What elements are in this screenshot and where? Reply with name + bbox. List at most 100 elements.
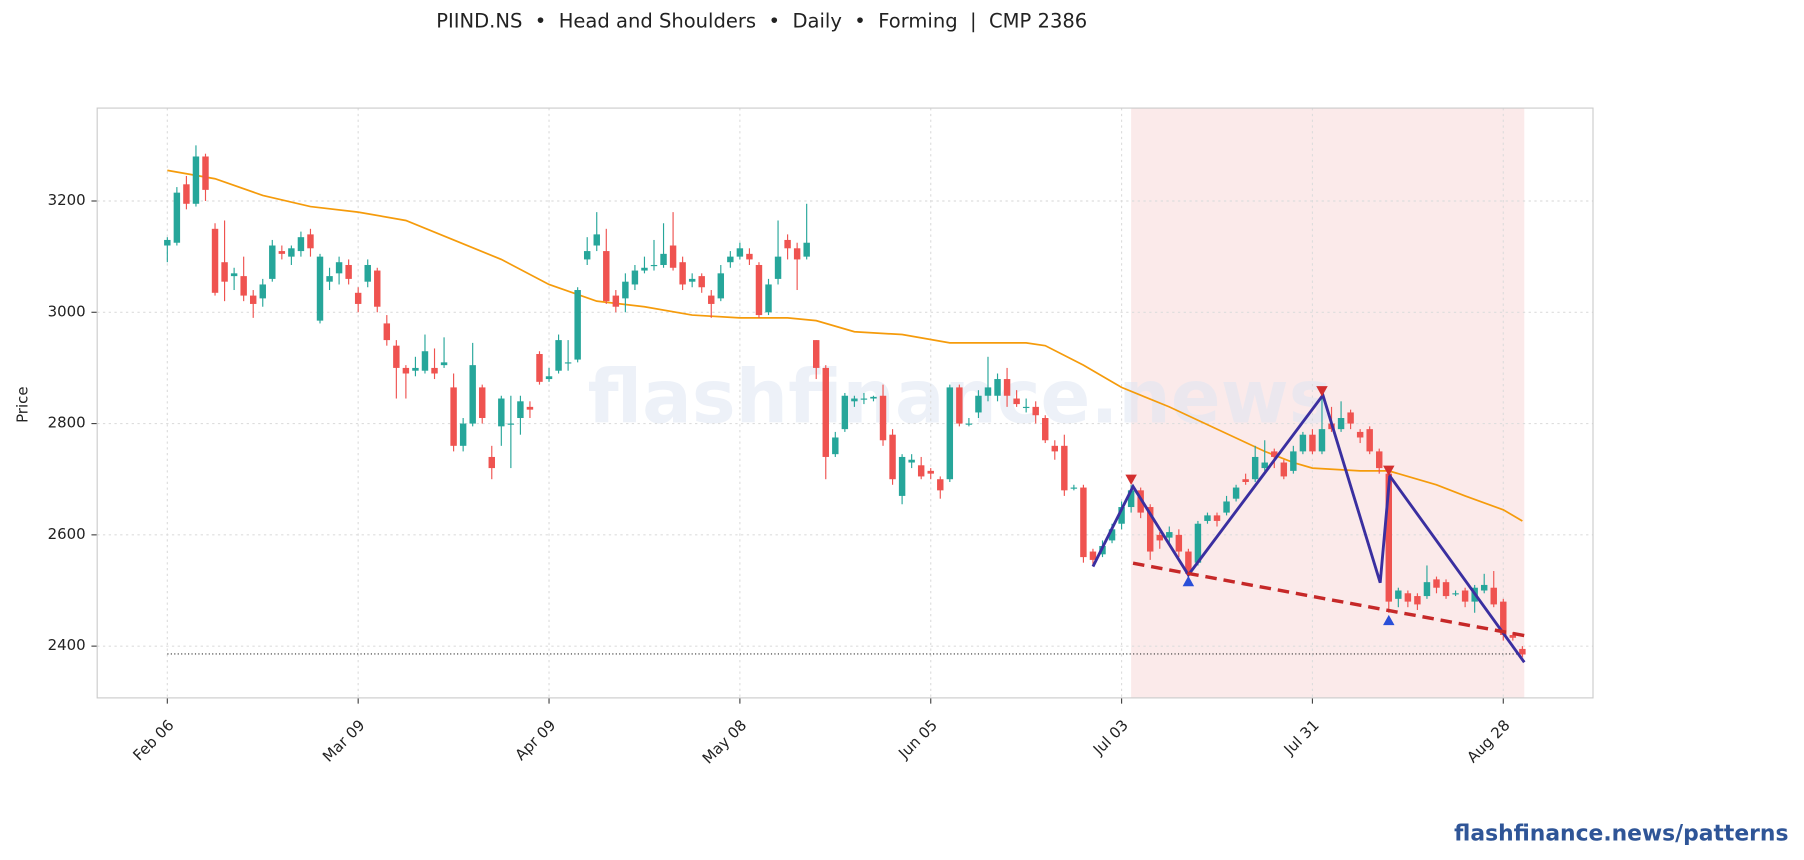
candle-body	[898, 456, 906, 496]
candle-body	[755, 264, 763, 316]
candle-body	[1070, 487, 1078, 489]
candle-body	[1166, 532, 1173, 538]
candle-body	[583, 251, 591, 260]
candle-body	[192, 156, 200, 204]
candle-body	[164, 239, 171, 246]
candle-body	[469, 365, 476, 424]
candle-body	[555, 340, 562, 371]
candle-body	[841, 395, 849, 430]
candle-body	[946, 387, 954, 480]
candle-body	[183, 184, 190, 204]
candle-body	[498, 398, 505, 427]
candle-body	[917, 465, 925, 477]
candle-body	[889, 434, 896, 480]
candle-body	[488, 456, 495, 469]
candle-body	[593, 234, 600, 246]
candle-body	[1509, 635, 1517, 638]
peak-marker	[1316, 386, 1328, 397]
candle-body	[965, 423, 973, 425]
candle-body	[746, 253, 753, 260]
candle-body	[994, 379, 1001, 396]
candle-body	[526, 406, 534, 410]
y-tick-label: 2800	[48, 414, 86, 432]
candle-body	[603, 251, 610, 302]
candle-body	[545, 376, 553, 380]
plot-frame	[96, 107, 1594, 699]
candle-body	[1347, 412, 1354, 424]
candle-body	[269, 245, 276, 279]
neckline	[1132, 561, 1525, 638]
candle-body	[459, 423, 467, 446]
candle-body	[774, 256, 782, 279]
candle-body	[1251, 456, 1259, 480]
candle-body	[211, 228, 219, 293]
candle-body	[354, 292, 362, 304]
candle-body	[708, 295, 715, 304]
candle-body	[202, 156, 209, 190]
candle-body	[698, 276, 705, 288]
candle-body	[1356, 431, 1364, 438]
candle-body	[402, 367, 410, 374]
candle-body	[440, 362, 448, 366]
candle-body	[383, 323, 391, 341]
candle-body	[1414, 596, 1421, 605]
candle-body	[1318, 429, 1326, 452]
candle-body	[479, 387, 486, 419]
candle-body	[1204, 515, 1211, 521]
candle-body	[1051, 445, 1059, 452]
candle-body	[956, 387, 963, 424]
y-tick-label: 2600	[48, 525, 86, 543]
candle-body	[1299, 434, 1307, 452]
candle-body	[1022, 406, 1030, 409]
candle-body	[784, 239, 791, 249]
candle-body	[650, 264, 658, 267]
candle-body	[221, 262, 228, 282]
candle-body	[1013, 398, 1020, 405]
candle-body	[421, 351, 429, 371]
candle-body	[1089, 551, 1097, 560]
candle-body	[230, 273, 238, 277]
candle-body	[1366, 429, 1373, 452]
candle-body	[793, 248, 801, 260]
candle-body	[1385, 473, 1392, 602]
candle-body	[641, 267, 648, 271]
candle-body	[297, 237, 305, 252]
candle-body	[536, 354, 543, 382]
candle-body	[1480, 584, 1488, 591]
candle-body	[574, 290, 581, 360]
candle-body	[1433, 579, 1440, 588]
candle-body	[1137, 490, 1144, 513]
candle-body	[335, 262, 343, 274]
moving-average	[167, 169, 1523, 522]
candle-body	[688, 278, 696, 282]
candle-body	[984, 387, 992, 396]
candle-body	[393, 345, 400, 368]
candle-body	[1003, 379, 1011, 396]
candle-body	[450, 387, 457, 446]
candle-body	[975, 395, 982, 413]
candle-body	[908, 459, 915, 463]
candle-body	[1337, 418, 1345, 430]
candle-body	[927, 470, 934, 474]
candle-body	[717, 273, 725, 299]
candle-body	[1213, 515, 1221, 521]
chart-title: PIIND.NS • Head and Shoulders • Daily • …	[436, 9, 1087, 32]
candle-body	[364, 264, 371, 282]
candle-body	[1271, 451, 1278, 457]
candle-body	[173, 192, 181, 243]
candle-body	[1442, 582, 1450, 597]
candle-body	[660, 253, 667, 265]
candle-body	[1080, 487, 1087, 558]
pattern-zone	[1131, 108, 1525, 698]
candle-body	[1461, 590, 1469, 602]
footer: flashfinance.news/patterns	[1454, 822, 1788, 847]
candle-body	[813, 340, 820, 368]
candle-body	[1376, 451, 1383, 469]
candle-body	[1118, 507, 1125, 524]
candle-body	[1156, 534, 1163, 541]
candle-body	[517, 401, 524, 419]
candle-body	[879, 395, 887, 441]
candle-body	[1175, 534, 1183, 552]
candle-body	[822, 367, 829, 457]
